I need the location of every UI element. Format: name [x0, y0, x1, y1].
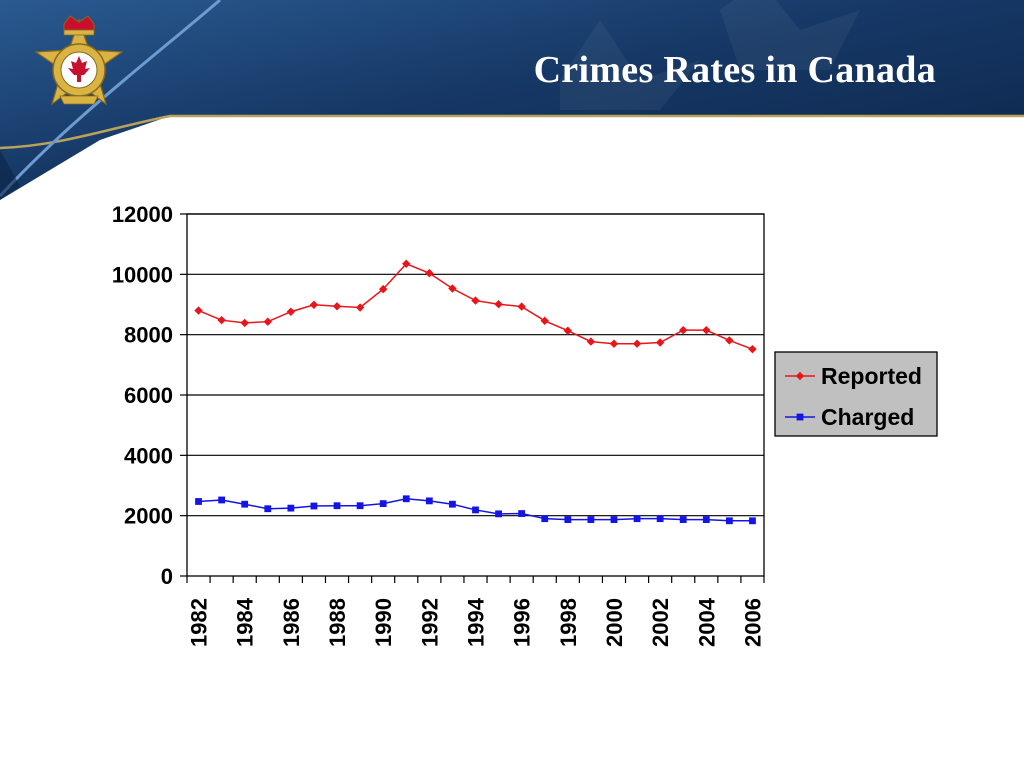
banner-accent-line [0, 114, 1024, 150]
x-tick-label: 2006 [740, 598, 765, 647]
y-tick-label: 6000 [124, 383, 173, 408]
legend-label-reported: Reported [821, 363, 922, 389]
data-point-reported [748, 344, 757, 354]
data-point-reported [494, 299, 503, 309]
x-tick-label: 1986 [279, 598, 304, 647]
data-point-reported [517, 302, 526, 311]
data-point-reported [194, 306, 203, 315]
data-point-charged [495, 510, 502, 518]
data-point-reported [263, 317, 272, 326]
y-tick-label: 4000 [124, 443, 173, 468]
data-point-charged [564, 516, 572, 523]
data-point-reported [540, 316, 549, 325]
data-point-charged [402, 495, 410, 503]
data-point-reported [355, 303, 365, 312]
x-tick-label: 2000 [602, 598, 627, 647]
x-tick-label: 1982 [187, 598, 212, 647]
data-point-charged [449, 500, 456, 508]
data-point-reported [725, 336, 734, 345]
data-point-charged [472, 506, 479, 514]
data-point-reported [286, 307, 296, 316]
data-point-reported [425, 268, 434, 278]
y-tick-label: 0 [161, 564, 173, 589]
x-tick-label: 1990 [371, 598, 396, 647]
data-point-charged [195, 498, 202, 505]
data-point-charged [518, 510, 526, 517]
data-point-charged [610, 516, 618, 523]
data-point-reported [332, 302, 342, 311]
series-line-reported [198, 262, 753, 350]
data-point-charged [218, 496, 226, 504]
legend-marker-reported [795, 371, 805, 381]
data-point-charged [310, 502, 318, 510]
data-point-reported [402, 259, 411, 268]
data-point-charged [379, 500, 387, 507]
data-point-charged [356, 502, 364, 510]
x-tick-label: 1994 [464, 597, 489, 647]
data-point-charged [264, 505, 272, 513]
data-point-charged [541, 515, 549, 523]
data-point-reported [240, 318, 249, 328]
data-point-charged [425, 497, 433, 505]
data-point-charged [287, 504, 295, 512]
y-tick-label: 12000 [112, 202, 173, 227]
data-point-reported [679, 325, 688, 335]
x-tick-label: 2004 [694, 597, 719, 647]
data-point-reported [217, 315, 226, 325]
x-tick-label: 1992 [417, 598, 442, 647]
correctional-service-canada-badge-icon [34, 15, 124, 106]
banner-texture [560, 20, 700, 110]
x-tick-label: 1996 [510, 598, 535, 647]
data-point-charged [633, 515, 641, 523]
legend-label-charged: Charged [821, 404, 914, 430]
data-point-reported [448, 284, 457, 293]
y-tick-label: 10000 [112, 262, 173, 287]
data-point-reported [609, 339, 619, 348]
data-point-reported [563, 326, 573, 335]
slide-title: Crimes Rates in Canada [533, 49, 936, 91]
legend-box [774, 351, 938, 437]
x-tick-label: 1998 [556, 598, 581, 647]
data-point-reported [586, 337, 596, 346]
y-tick-label: 8000 [124, 323, 173, 348]
x-tick-label: 2002 [648, 598, 673, 647]
data-point-reported [471, 296, 480, 305]
banner-background [0, 0, 1024, 200]
data-point-charged [333, 502, 341, 510]
legend-marker-charged [796, 413, 804, 421]
data-point-charged [679, 516, 687, 523]
data-point-reported [378, 284, 388, 294]
data-point-charged [749, 517, 756, 525]
data-point-charged [656, 515, 664, 523]
data-point-reported [309, 300, 319, 310]
data-point-charged [587, 516, 595, 523]
slide-banner [0, 0, 1024, 200]
data-point-reported [702, 325, 711, 335]
x-tick-label: 1984 [233, 597, 258, 647]
y-tick-label: 2000 [124, 504, 173, 529]
banner-accent-curve [0, 0, 221, 198]
data-point-reported [632, 339, 642, 348]
data-point-charged [241, 500, 249, 508]
data-point-charged [702, 516, 710, 523]
x-tick-label: 1988 [325, 598, 350, 647]
banner-corner [0, 150, 20, 200]
data-point-reported [655, 338, 665, 347]
banner-texture [720, 0, 860, 70]
data-point-charged [725, 517, 733, 525]
